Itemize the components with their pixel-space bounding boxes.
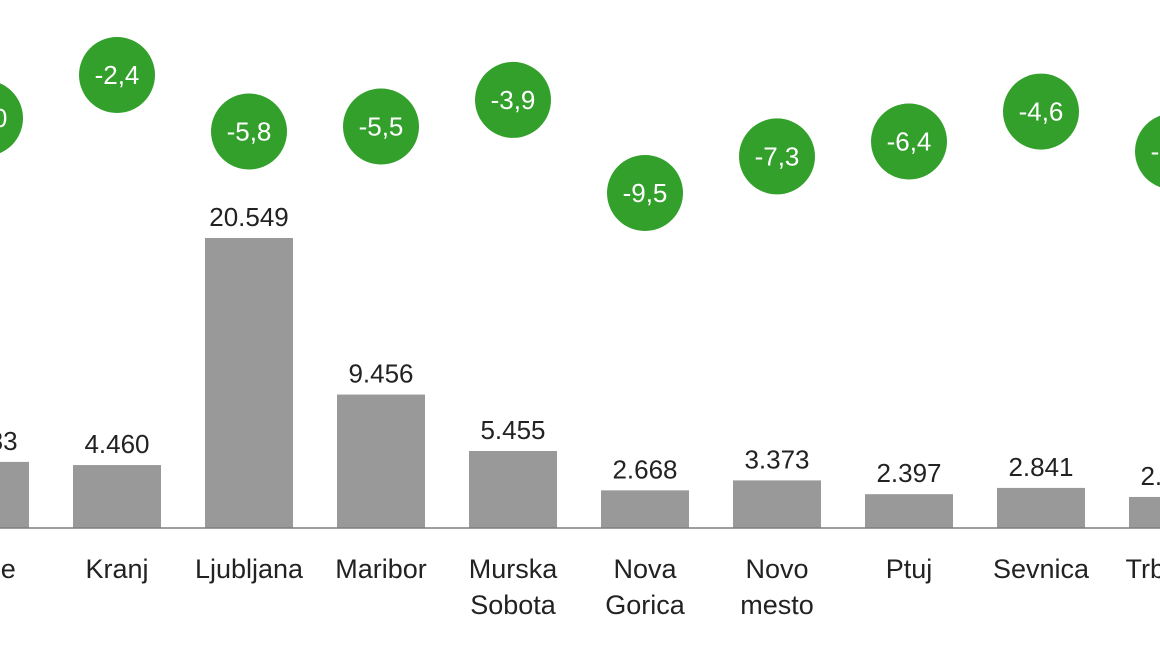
bar: [601, 490, 689, 528]
change-bubble: [0, 83, 23, 154]
category-label: Gorica: [605, 590, 686, 620]
category-label: Sobota: [470, 590, 557, 620]
change-bubble-label: -5,5: [359, 112, 404, 142]
bar-value-label: 2.668: [612, 454, 677, 484]
change-bubble-label: -4,6: [1019, 97, 1064, 127]
bar: [0, 461, 29, 528]
bar-value-label: 5.455: [480, 415, 545, 445]
change-bubble-label: -7,0: [1151, 136, 1160, 166]
bar: [865, 494, 953, 528]
bar: [733, 480, 821, 528]
category-label: Nova: [613, 554, 677, 584]
bar: [73, 465, 161, 528]
category-label: Ljubljana: [195, 554, 304, 584]
bar-value-label: 9.456: [348, 359, 413, 389]
change-bubble: [1003, 73, 1079, 150]
bar-value-label: 2.397: [876, 458, 941, 488]
bar: [469, 451, 557, 528]
change-bubble: [211, 93, 287, 170]
category-label: Maribor: [335, 554, 427, 584]
bar: [205, 238, 293, 528]
bar: [997, 487, 1085, 528]
category-label: Celje: [0, 554, 16, 584]
bar-value-label: 20.549: [209, 202, 289, 232]
change-bubble: [475, 61, 551, 138]
change-bubble-label: -2,4: [95, 60, 140, 90]
category-label: Murska: [469, 554, 558, 584]
bar: [337, 394, 425, 528]
bar-value-label: 3.373: [744, 444, 809, 474]
bar-value-label: 4.683: [0, 426, 18, 456]
change-bubble: [739, 118, 815, 195]
category-label: Trbovlje: [1125, 554, 1160, 584]
change-bubble: [79, 37, 155, 113]
bar-value-label: 2.200: [1140, 461, 1160, 491]
category-label: Kranj: [85, 554, 148, 584]
bar-value-label: 2.841: [1008, 452, 1073, 482]
category-label: mesto: [740, 590, 814, 620]
change-bubble-label: -7,3: [755, 141, 800, 171]
change-bubble-label: -9,5: [623, 178, 668, 208]
change-bubble-label: -5,8: [227, 117, 272, 147]
bar: [1129, 496, 1160, 528]
category-label: Ptuj: [886, 554, 933, 584]
change-bubble: [871, 103, 947, 180]
bar-value-label: 4.460: [84, 429, 149, 459]
category-label: Novo: [745, 554, 808, 584]
change-bubble-label: -6,4: [887, 126, 932, 156]
change-bubble-label: -3,9: [491, 85, 536, 115]
category-label: Sevnica: [993, 554, 1090, 584]
change-bubble-label: -5,0: [0, 103, 7, 133]
change-bubble: [343, 88, 419, 165]
change-bubble: [1135, 115, 1160, 188]
change-bubble: [607, 155, 683, 231]
